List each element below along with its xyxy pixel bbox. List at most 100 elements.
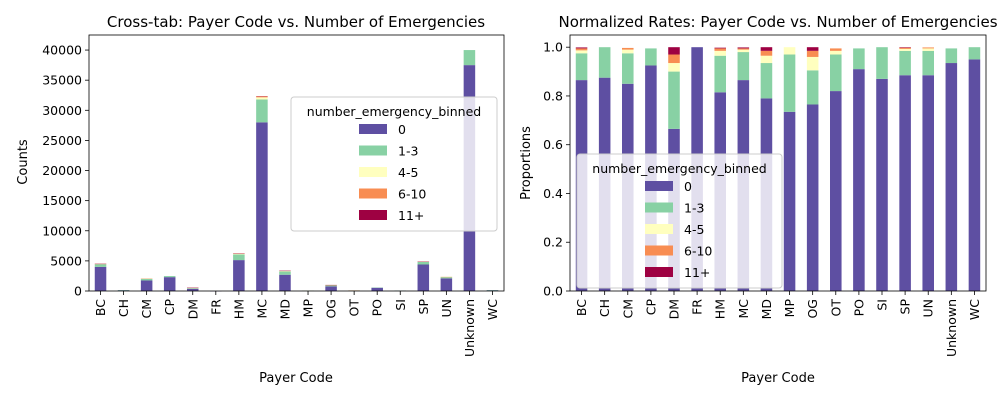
bar-segment-WC-1-3 xyxy=(969,47,981,59)
legend-label-1-3: 1-3 xyxy=(398,144,418,159)
x-tick-label: FR xyxy=(208,299,223,315)
bar-segment-OG-1-3 xyxy=(807,70,819,104)
bar-segment-HM-6-10 xyxy=(714,48,726,50)
legend-label-11+: 11+ xyxy=(684,265,710,280)
y-tick-label: 0.4 xyxy=(543,186,563,201)
bar-segment-OT-1-3 xyxy=(830,55,842,92)
bar-segment-HM-0 xyxy=(233,260,245,291)
bar-segment-SP-1-3 xyxy=(418,262,430,265)
x-tick-label: BC xyxy=(574,299,589,316)
bar-segment-UN-0 xyxy=(922,75,934,291)
bar-segment-PO-0 xyxy=(853,69,865,291)
bar-segment-OG-0 xyxy=(325,286,337,291)
x-tick-label: PO xyxy=(851,299,866,317)
bar-segment-OG-4-5 xyxy=(807,57,819,70)
legend-swatch-11+ xyxy=(645,267,673,277)
bar-segment-CM-0 xyxy=(141,280,153,291)
bar-segment-CP-1-3 xyxy=(645,48,657,65)
y-axis-label: Counts xyxy=(16,139,31,185)
legend-label-0: 0 xyxy=(684,179,692,194)
bar-segment-BC-1-3 xyxy=(95,264,107,267)
x-tick-label: PO xyxy=(370,299,385,317)
bar-segment-MC-4-5 xyxy=(256,97,268,99)
bar-segment-MD-1-3 xyxy=(761,63,773,98)
bar-segment-OG-11+ xyxy=(807,47,819,51)
bar-segment-SP-4-5 xyxy=(899,49,911,51)
x-tick-label: HM xyxy=(713,299,728,319)
y-tick-label: 10000 xyxy=(42,223,82,238)
legend-label-6-10: 6-10 xyxy=(684,244,712,259)
x-tick-label: MP xyxy=(782,299,797,318)
bar-segment-SI-1-3 xyxy=(876,47,888,79)
bar-segment-WC-0 xyxy=(969,59,981,291)
y-tick-label: 0 xyxy=(74,284,82,299)
bar-segment-OG-0 xyxy=(807,104,819,291)
y-tick-label: 30000 xyxy=(42,103,82,118)
bar-segment-OG-6-10 xyxy=(807,51,819,57)
x-axis-label: Payer Code xyxy=(741,371,815,386)
legend-label-11+: 11+ xyxy=(398,208,424,223)
proportions-chart: Normalized Rates: Payer Code vs. Number … xyxy=(519,13,998,386)
chart-title: Normalized Rates: Payer Code vs. Number … xyxy=(558,13,997,31)
legend-swatch-0 xyxy=(359,124,387,134)
bar-segment-MP-0 xyxy=(784,112,796,291)
x-tick-label: UN xyxy=(921,299,936,318)
x-tick-label: SI xyxy=(875,299,890,311)
legend-label-4-5: 4-5 xyxy=(684,222,704,237)
bar-segment-UN-0 xyxy=(441,278,453,291)
legend-swatch-0 xyxy=(645,181,673,191)
y-tick-label: 15000 xyxy=(42,193,82,208)
legend-label-4-5: 4-5 xyxy=(398,165,418,180)
bar-segment-MC-6-10 xyxy=(738,48,750,49)
bar-segment-SP-0 xyxy=(899,75,911,291)
bar-segment-UN-1-3 xyxy=(922,51,934,75)
bar-segment-DM-6-10 xyxy=(668,55,680,64)
x-tick-label: Unknown xyxy=(944,299,959,357)
legend-swatch-4-5 xyxy=(359,167,387,177)
x-tick-label: UN xyxy=(439,299,454,318)
x-tick-label: CP xyxy=(643,299,658,316)
x-tick-label: MP xyxy=(301,299,316,318)
bar-segment-MC-1-3 xyxy=(256,99,268,122)
bar-segment-MD-4-5 xyxy=(761,56,773,63)
y-tick-label: 40000 xyxy=(42,43,82,58)
x-tick-label: CM xyxy=(620,299,635,319)
bar-segment-CP-0 xyxy=(164,277,176,291)
bar-segment-MP-4-5 xyxy=(784,47,796,54)
legend-title: number_emergency_binned xyxy=(307,104,481,119)
bar-segment-MC-6-10 xyxy=(256,96,268,97)
bar-segment-Unknown-1-3 xyxy=(464,50,476,65)
bar-segment-OT-4-5 xyxy=(830,51,842,55)
x-tick-label: FR xyxy=(690,299,705,315)
bar-segment-MP-1-3 xyxy=(784,55,796,112)
x-tick-label: SI xyxy=(393,299,408,311)
legend-swatch-6-10 xyxy=(645,246,673,256)
bar-segment-Unknown-0 xyxy=(946,63,958,291)
legend-swatch-4-5 xyxy=(645,224,673,234)
bar-segment-CM-1-3 xyxy=(622,53,634,83)
bar-segment-MD-1-3 xyxy=(279,271,291,274)
chart-title: Cross-tab: Payer Code vs. Number of Emer… xyxy=(107,13,485,31)
x-tick-label: MD xyxy=(277,299,292,319)
y-tick-label: 1.0 xyxy=(543,40,563,55)
bar-segment-MC-0 xyxy=(256,122,268,291)
bar-segment-MC-1-3 xyxy=(738,52,750,80)
bar-segment-BC-4-5 xyxy=(576,50,588,53)
bar-segment-UN-6-10 xyxy=(922,47,934,48)
bar-segment-MD-0 xyxy=(279,275,291,291)
x-tick-label: OG xyxy=(324,299,339,319)
bar-segment-HM-4-5 xyxy=(714,51,726,56)
y-tick-label: 35000 xyxy=(42,73,82,88)
bar-segment-OT-6-10 xyxy=(830,48,842,50)
x-tick-label: MC xyxy=(736,299,751,319)
bar-segment-HM-11+ xyxy=(714,48,726,49)
bar-segment-MC-11+ xyxy=(738,47,750,48)
bar-segment-PO-1-3 xyxy=(853,48,865,69)
x-tick-label: CH xyxy=(116,299,131,317)
counts-chart: Cross-tab: Payer Code vs. Number of Emer… xyxy=(16,13,504,386)
bar-segment-MC-4-5 xyxy=(738,50,750,52)
x-tick-label: WC xyxy=(485,299,500,320)
bar-segment-BC-11+ xyxy=(576,47,588,48)
y-tick-label: 0.8 xyxy=(543,88,563,103)
